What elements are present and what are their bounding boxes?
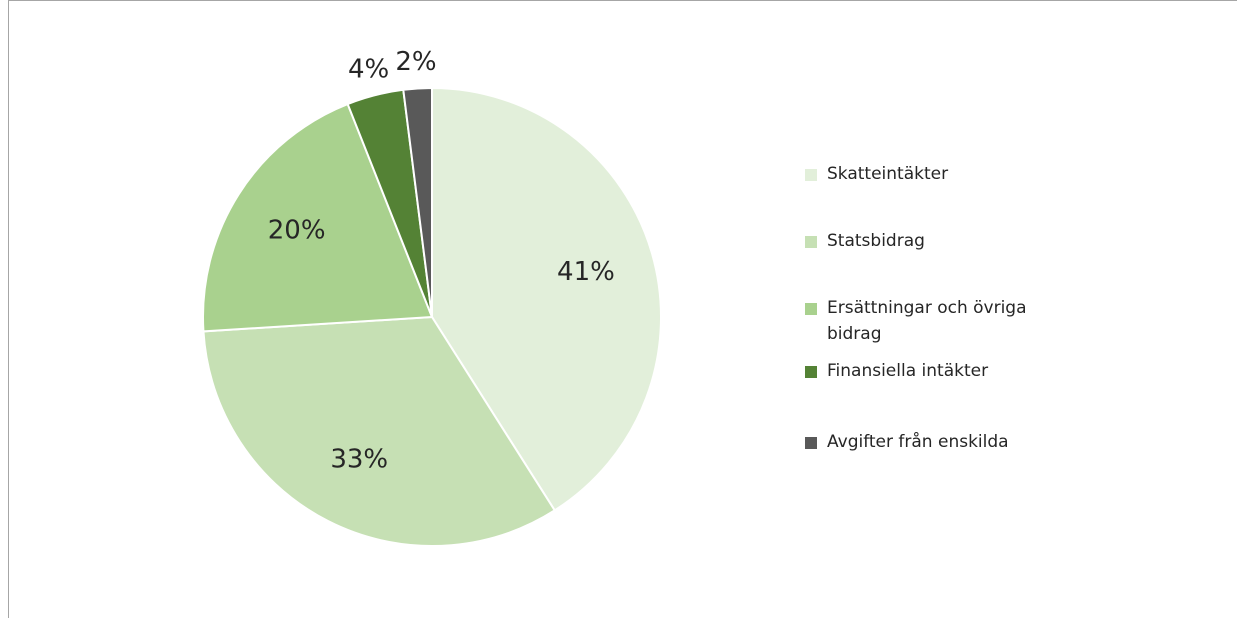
legend-item: Avgifter från enskilda [805, 429, 1045, 496]
slice [431, 86, 662, 512]
legend-swatch [805, 169, 817, 181]
chart: 41% 33% 20% 4% 2% Skatteintäkter Statsbidrag E… [8, 0, 1237, 618]
legend-swatch [805, 303, 817, 315]
legend-label: Finansiella intäkter [827, 361, 989, 381]
slice [402, 86, 433, 318]
legend-label: Ersättningar och övriga bidrag [827, 298, 1027, 344]
legend-swatch [805, 236, 817, 248]
pie: 41% 33% 20% 4% 2% [202, 47, 662, 547]
slice [202, 102, 434, 333]
legend-label: Skatteintäkter [827, 164, 949, 184]
legend-item: Ersättningar och övriga bidrag [805, 295, 1045, 358]
data-label: 33% [330, 444, 388, 474]
data-label: 20% [268, 216, 326, 246]
legend: Skatteintäkter Statsbidrag Ersättningar oc… [805, 161, 1045, 496]
legend-item: Finansiella intäkter [805, 358, 1045, 429]
data-label: 4% [348, 55, 389, 85]
legend-swatch [805, 366, 817, 378]
legend-label: Avgifter från enskilda [827, 432, 1009, 452]
legend-swatch [805, 437, 817, 449]
legend-item: Statsbidrag [805, 228, 1045, 295]
legend-label: Statsbidrag [827, 231, 925, 251]
legend-item: Skatteintäkter [805, 161, 1045, 228]
data-label: 2% [395, 47, 436, 77]
slice [202, 315, 557, 547]
data-label: 41% [557, 257, 615, 287]
